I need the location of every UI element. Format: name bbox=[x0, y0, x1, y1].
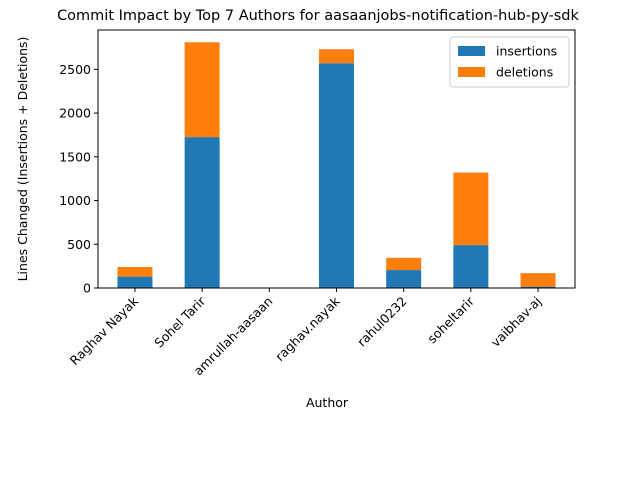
bar-insertions-5 bbox=[386, 270, 422, 288]
bar-deletions-4 bbox=[319, 49, 354, 64]
y-tick-label-1: 0 bbox=[83, 281, 91, 296]
bar-deletions-7 bbox=[520, 273, 556, 287]
bars-layer bbox=[117, 42, 556, 288]
x-axis: Raghav Nayak Sohel Tariramrullah-aasaanra… bbox=[67, 288, 544, 378]
bar-insertions-4 bbox=[319, 63, 354, 288]
legend-label-insertions: insertions bbox=[496, 44, 557, 59]
x-axis-label: Author bbox=[306, 395, 349, 410]
legend-swatch-deletions bbox=[458, 67, 485, 77]
bar-deletions-1 bbox=[117, 267, 153, 277]
legend-swatch-insertions bbox=[458, 46, 485, 56]
y-tick-label-6: 2500 bbox=[59, 62, 91, 77]
y-tick-label-3: 1000 bbox=[59, 193, 91, 208]
y-tick-label-5: 2000 bbox=[59, 106, 91, 121]
legend: insertions deletions bbox=[449, 36, 570, 88]
x-tick-label-4: raghav.nayak bbox=[272, 293, 343, 364]
legend-label-deletions: deletions bbox=[496, 65, 553, 80]
y-axis-label: Lines Changed (Insertions + Deletions) bbox=[15, 37, 30, 282]
x-tick-label-5: rahul0232 bbox=[354, 294, 410, 350]
x-tick-label-1: Raghav Nayak bbox=[67, 293, 142, 368]
bar-insertions-7 bbox=[520, 286, 556, 288]
bar-insertions-1 bbox=[117, 276, 153, 288]
bar-deletions-5 bbox=[386, 257, 422, 271]
x-tick-label-7: vaibhav-aj bbox=[488, 294, 544, 350]
y-axis: 0 500 1000 1500 2000 2500 bbox=[59, 62, 98, 296]
plot-frame bbox=[97, 29, 576, 289]
bar-deletions-6 bbox=[453, 172, 489, 246]
y-tick-label-4: 1500 bbox=[59, 149, 91, 164]
chart-title: Commit Impact by Top 7 Authors for aasaa… bbox=[57, 8, 579, 24]
y-tick-label-2: 500 bbox=[67, 237, 91, 252]
bar-insertions-2 bbox=[184, 137, 220, 288]
x-tick-label-6: soheltarir bbox=[424, 293, 477, 346]
bar-insertions-6 bbox=[453, 245, 489, 288]
bar-deletions-2 bbox=[184, 42, 220, 138]
x-tick-label-2: Sohel Tarir bbox=[151, 293, 209, 351]
